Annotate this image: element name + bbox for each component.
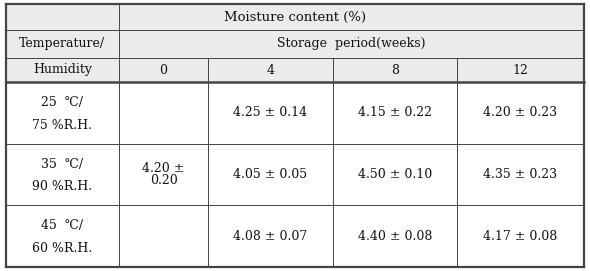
Text: 60 %R.H.: 60 %R.H. [32,242,93,255]
Text: 45  ℃/: 45 ℃/ [41,219,83,232]
Text: 0.20: 0.20 [150,174,178,187]
Text: Humidity: Humidity [33,63,92,76]
Text: 4.40 ± 0.08: 4.40 ± 0.08 [358,230,432,243]
Text: 4.35 ± 0.23: 4.35 ± 0.23 [483,168,558,181]
Text: 4.20 ± 0.23: 4.20 ± 0.23 [483,106,558,119]
Text: 8: 8 [391,63,399,76]
Text: 4.05 ± 0.05: 4.05 ± 0.05 [234,168,307,181]
Text: 4.20 ±: 4.20 ± [142,162,185,175]
Text: 4.50 ± 0.10: 4.50 ± 0.10 [358,168,432,181]
Bar [6,82,584,267]
Text: Storage  period(weeks): Storage period(weeks) [277,37,425,50]
Text: 4.25 ± 0.14: 4.25 ± 0.14 [234,106,307,119]
Text: 4.17 ± 0.08: 4.17 ± 0.08 [483,230,558,243]
Text: 75 %R.H.: 75 %R.H. [32,119,93,132]
Bar [6,4,584,30]
Text: 25  ℃/: 25 ℃/ [41,96,83,109]
Text: 35  ℃/: 35 ℃/ [41,157,83,170]
Text: 4: 4 [267,63,274,76]
Text: 90 %R.H.: 90 %R.H. [32,180,93,193]
Bar [6,58,584,82]
Text: Temperature/: Temperature/ [19,37,106,50]
Bar [6,30,584,58]
Text: 12: 12 [513,63,529,76]
Text: 0: 0 [159,63,168,76]
Text: 4.08 ± 0.07: 4.08 ± 0.07 [233,230,307,243]
Text: Moisture content (%): Moisture content (%) [224,11,366,24]
Text: 4.15 ± 0.22: 4.15 ± 0.22 [358,106,432,119]
